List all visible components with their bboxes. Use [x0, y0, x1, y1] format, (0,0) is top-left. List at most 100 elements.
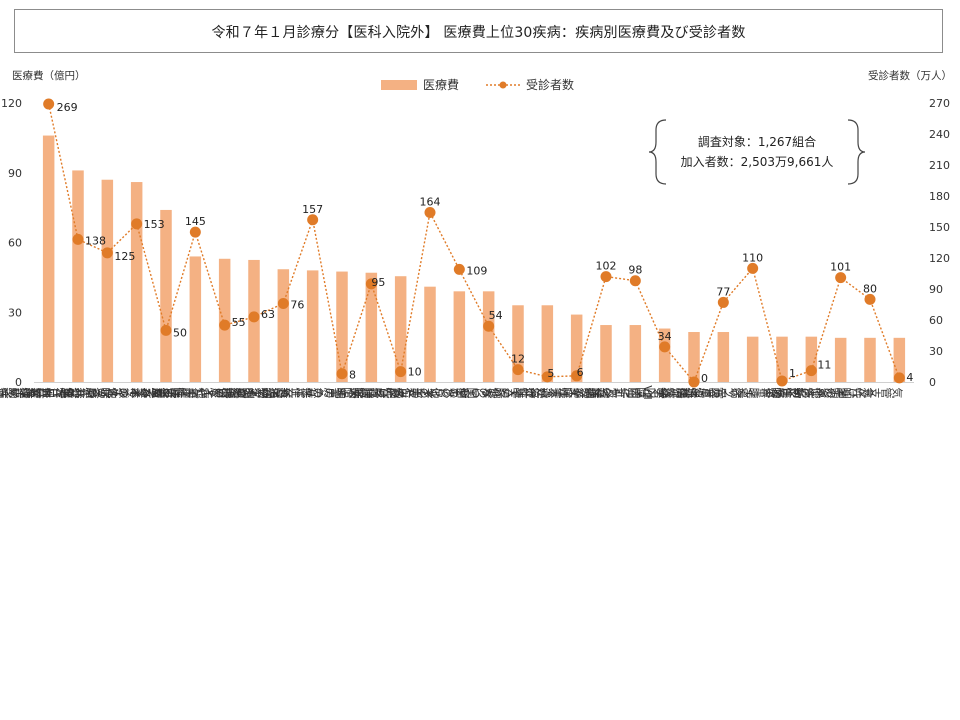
- bar: [834, 337, 847, 382]
- data-label: 63: [261, 308, 275, 321]
- data-point: [219, 319, 231, 331]
- data-label: 12: [511, 353, 525, 366]
- data-label: 138: [85, 234, 106, 247]
- bar: [42, 135, 55, 382]
- data-point: [43, 98, 55, 110]
- data-label: 55: [232, 316, 246, 329]
- data-label: 157: [302, 203, 323, 216]
- data-point: [365, 278, 377, 290]
- bar: [805, 336, 818, 382]
- x-tick-label: 女性不妊症: [525, 386, 582, 399]
- data-label: 11: [817, 359, 831, 372]
- data-label: 5: [547, 367, 554, 380]
- data-point: [307, 214, 319, 226]
- data-label: 50: [173, 326, 187, 339]
- y-axis-left-label: 医療費（億円）: [12, 69, 86, 82]
- bar: [541, 305, 554, 382]
- y-tick-left: 60: [8, 237, 22, 250]
- legend-bar-label: 医療費: [423, 77, 459, 92]
- x-tick-label: 急性気管支炎: [133, 386, 200, 399]
- bar: [600, 325, 612, 382]
- data-label: 4: [906, 371, 913, 384]
- data-point: [776, 375, 788, 387]
- data-point: [629, 275, 641, 287]
- x-tick-label: インフルエンザ，インフルエンザウイルスが分離されないもの: [449, 386, 757, 399]
- x-tick-label: 乳房の悪性新生物＜腫瘍＞: [214, 386, 346, 399]
- data-point: [189, 226, 201, 238]
- data-label: 6: [577, 366, 584, 379]
- x-tick-label: 喘息: [89, 386, 111, 399]
- data-point: [571, 370, 583, 382]
- data-label: 10: [408, 366, 422, 379]
- data-label: 164: [420, 196, 441, 209]
- x-tick-label: 緑内障: [636, 386, 670, 399]
- bar: [365, 272, 378, 382]
- annotation-brace-right: [847, 119, 866, 185]
- data-label: 125: [114, 250, 135, 263]
- x-tick-label: COVID-19: [29, 386, 82, 399]
- y-tick-left: 30: [8, 306, 22, 319]
- data-label: 0: [701, 372, 708, 385]
- y-tick-right: 150: [929, 221, 950, 234]
- data-point: [893, 372, 905, 384]
- data-point: [688, 376, 700, 388]
- x-tick-label: 急性咽頭炎: [819, 386, 875, 399]
- x-tick-label: その他の皮膚炎: [768, 386, 845, 399]
- x-tick-label: リポタンパク＜蛋白＞代謝障害及びその他の脂（質）血症: [30, 386, 317, 399]
- x-tick-label: 胃食道逆流症: [661, 386, 728, 399]
- data-point: [160, 324, 172, 336]
- data-label: 95: [371, 276, 385, 289]
- data-label: 269: [57, 101, 78, 114]
- x-tick-label: 遺伝性第Ⅷ因子欠乏症: [585, 385, 699, 399]
- legend-line-marker: [499, 81, 507, 89]
- data-point: [131, 218, 143, 230]
- x-tick-label: 多部位及び部位不明の急性上気道感染症: [235, 386, 435, 399]
- data-point: [747, 262, 759, 274]
- x-tick-label: 屈折及び調節障害: [551, 386, 640, 399]
- y-tick-right: 270: [929, 97, 950, 110]
- bar: [746, 336, 759, 382]
- y-tick-right: 30: [929, 345, 943, 358]
- x-tick-label: その他の関節リウマチ: [412, 386, 522, 399]
- bar: [482, 291, 495, 382]
- bar: [629, 325, 642, 382]
- bar: [72, 170, 84, 382]
- bar: [101, 179, 114, 382]
- bar: [277, 269, 290, 382]
- bar: [130, 182, 143, 382]
- x-tick-label: 多動性障害: [760, 386, 817, 399]
- bar: [570, 314, 583, 382]
- y-tick-right: 210: [929, 159, 950, 172]
- legend-bar-swatch: [381, 80, 417, 90]
- data-point: [541, 371, 553, 383]
- data-point: [453, 263, 465, 275]
- data-point: [512, 364, 524, 376]
- data-label: 101: [830, 261, 851, 274]
- data-label: 34: [658, 330, 672, 343]
- data-label: 54: [489, 309, 503, 322]
- data-label: 153: [144, 218, 165, 231]
- bar: [424, 286, 436, 382]
- bar: [688, 332, 700, 382]
- bar: [658, 328, 671, 382]
- bar: [512, 305, 524, 382]
- bar: [189, 256, 202, 382]
- x-tick-label: 2型＜インスリン非依存性＞糖尿病＜NIDDM＞: [0, 386, 170, 399]
- annotation-line2: 加入者数：2,503万9,661人: [681, 154, 834, 169]
- x-tick-label: アトピー性皮膚炎: [141, 386, 229, 399]
- data-point: [424, 207, 436, 219]
- y-tick-right: 240: [929, 128, 950, 141]
- bar: [893, 337, 906, 382]
- data-point: [483, 320, 495, 332]
- x-tick-label: クローン病［限局性腸炎］: [654, 386, 786, 399]
- chart-title-box: 令和７年１月診療分【医科入院外】 医療費上位30疾病：疾病別医療費及び受診者数: [14, 9, 943, 53]
- data-label: 1: [789, 367, 796, 380]
- data-point: [600, 271, 612, 283]
- bar: [160, 209, 172, 382]
- data-point: [72, 233, 84, 245]
- data-point: [277, 297, 289, 309]
- bar: [336, 271, 348, 382]
- data-point: [835, 272, 847, 284]
- data-point: [659, 341, 671, 353]
